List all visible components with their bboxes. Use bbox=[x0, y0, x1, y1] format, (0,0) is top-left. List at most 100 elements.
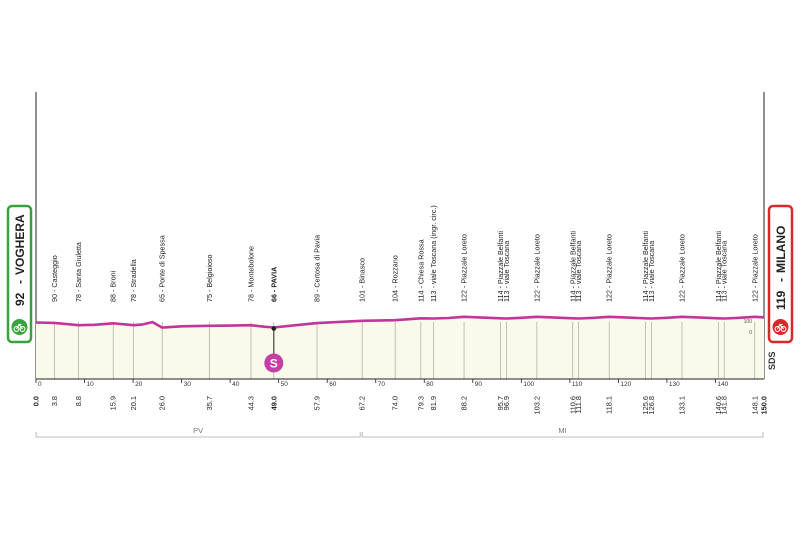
start-badge: 92 - VOGHERA bbox=[6, 204, 33, 344]
start-dash: - bbox=[13, 280, 27, 284]
km-label: 118.1 bbox=[605, 396, 614, 414]
km-label: 20.1 bbox=[129, 396, 138, 410]
finish-altitude: 119 bbox=[774, 290, 788, 310]
km-label: 49.0 bbox=[269, 396, 278, 410]
waypoint-label: 66 - PAVIA bbox=[269, 267, 278, 302]
axis-tick-label: 90 bbox=[475, 381, 483, 388]
waypoint-label: 101 - Binasco bbox=[358, 258, 367, 302]
waypoint-label: 122 - Piazzale Loreto bbox=[532, 234, 541, 302]
finish-name: MILANO bbox=[774, 226, 788, 273]
province-bracket bbox=[361, 432, 764, 438]
km-label: 141.8 bbox=[720, 396, 729, 415]
km-label: 0.0 bbox=[32, 396, 41, 406]
waypoint-label: 113 - viale Toscana (ingr. circ.) bbox=[429, 205, 438, 302]
km-label: 88.2 bbox=[460, 396, 469, 410]
waypoint-label: 122 - Piazzale Loreto bbox=[678, 234, 687, 302]
profile-line-group bbox=[35, 315, 765, 329]
province-label: PV bbox=[193, 426, 203, 435]
waypoint-label: 122 - Piazzale Loreto bbox=[605, 234, 614, 302]
km-label: 133.1 bbox=[678, 396, 687, 415]
km-label: 95.7 bbox=[496, 396, 505, 410]
profile-fill bbox=[36, 316, 764, 379]
axis-tick-label: 30 bbox=[184, 381, 192, 388]
province-label: MI bbox=[558, 426, 566, 435]
axis-tick-label: 0 bbox=[38, 381, 42, 388]
km-label: 8.8 bbox=[74, 396, 83, 406]
province-bracket bbox=[35, 432, 361, 438]
profile-area-group bbox=[36, 316, 764, 379]
waypoint-label: 78 - Santa Giuletta bbox=[74, 242, 83, 302]
waypoint-label: 114 - Piazzale Belfanti bbox=[568, 231, 577, 302]
start-altitude: 92 bbox=[13, 292, 27, 306]
waypoint-label: 78 - Montebolone bbox=[247, 246, 256, 302]
waypoint-label: 114 - Piazzale Belfanti bbox=[641, 231, 650, 302]
km-label: 3.8 bbox=[50, 396, 59, 406]
waypoint-label: 113 - viale Toscana bbox=[574, 241, 583, 302]
km-label: 81.9 bbox=[429, 396, 438, 410]
km-label: 44.3 bbox=[247, 396, 256, 410]
km-label: 150.0 bbox=[760, 396, 769, 415]
scale-top-label: 100 bbox=[744, 319, 753, 325]
km-label: 110.6 bbox=[568, 396, 577, 414]
finish-badge: 119 - MILANO bbox=[767, 204, 794, 344]
waypoint-label: 113 - viale Toscana bbox=[502, 241, 511, 302]
start-name: VOGHERA bbox=[13, 214, 27, 275]
axis-tick-label: 130 bbox=[669, 381, 680, 388]
km-label: 96.9 bbox=[502, 396, 511, 410]
axis-tick-label: 20 bbox=[135, 381, 143, 388]
axis-tick-label: 120 bbox=[620, 381, 631, 388]
sprint-dot bbox=[271, 326, 277, 331]
bike-icon bbox=[772, 319, 789, 335]
waypoint-label: 104 - Rozzano bbox=[391, 255, 400, 302]
bike-icon bbox=[11, 319, 28, 335]
waypoint-label: 114 - Chiesa Rossa bbox=[416, 239, 425, 302]
waypoint-label: 122 - Piazzale Loreto bbox=[750, 234, 759, 302]
waypoint-label: 113 - viale Toscana bbox=[647, 241, 656, 302]
waypoint-label: 114 - Piazzale Belfanti bbox=[496, 231, 505, 302]
axis-tick-label: 70 bbox=[378, 381, 386, 388]
km-label: 148.1 bbox=[750, 396, 759, 415]
finish-dash: - bbox=[774, 278, 788, 282]
waypoint-label: 75 - Belgioioso bbox=[205, 254, 214, 302]
scale-bottom-label: 0 bbox=[749, 330, 752, 336]
province-brackets: PV MI bbox=[35, 426, 764, 438]
axis-tick-label: 140 bbox=[717, 381, 728, 388]
waypoint-label: 88 - Broni bbox=[109, 270, 118, 302]
axis-tick-label: 10 bbox=[87, 381, 95, 388]
waypoint-label: 113 - viale Toscana bbox=[720, 241, 729, 302]
waypoint-label: 90 - Casteggio bbox=[50, 255, 59, 302]
km-label: 74.0 bbox=[391, 396, 400, 410]
km-label: 103.2 bbox=[532, 396, 541, 415]
waypoint-labels: 90 - Casteggio 78 - Santa Giuletta 88 - Br… bbox=[50, 205, 759, 302]
km-labels: 0.0 3.8 8.8 15.9 20.1 26.0 35.7 44.3 49.0 57.9 67.… bbox=[32, 396, 769, 415]
km-label: 26.0 bbox=[158, 396, 167, 410]
km-label: 15.9 bbox=[109, 396, 118, 410]
km-axis: 0 10 20 30 40 50 60 70 80 90 100 110 120 130 140 bbox=[35, 379, 729, 388]
km-label: 111.8 bbox=[574, 396, 583, 413]
waypoint-label: 114 - Piazzale Belfanti bbox=[714, 231, 723, 302]
sds-label: SDS bbox=[767, 351, 777, 370]
waypoint-label: 89 - Certosa di Pavia bbox=[313, 235, 322, 302]
axis-tick-label: 60 bbox=[329, 381, 337, 388]
axis-tick-label: 100 bbox=[523, 381, 534, 388]
km-label: 67.2 bbox=[358, 396, 367, 410]
km-label: 57.9 bbox=[313, 396, 322, 410]
waypoint-label: 65 - Ponte di Spessa bbox=[158, 235, 167, 302]
waypoint-label: 122 - Piazzale Loreto bbox=[460, 234, 469, 302]
km-label: 35.7 bbox=[205, 396, 214, 410]
axis-tick-label: 40 bbox=[232, 381, 240, 388]
waypoint-label: 78 - Stradella bbox=[129, 259, 138, 302]
sprint-symbol: S bbox=[270, 357, 278, 371]
km-label: 126.8 bbox=[647, 396, 656, 415]
km-label: 79.3 bbox=[416, 396, 425, 410]
sprint-marker: S bbox=[264, 326, 284, 373]
axis-tick-label: 50 bbox=[281, 381, 289, 388]
waypoint-guide-lines bbox=[54, 322, 756, 379]
km-label: 140.6 bbox=[714, 396, 723, 415]
sprint-icon bbox=[264, 353, 284, 373]
profile-line bbox=[35, 315, 765, 329]
km-label: 125.6 bbox=[641, 396, 650, 415]
axis-tick-label: 80 bbox=[426, 381, 434, 388]
